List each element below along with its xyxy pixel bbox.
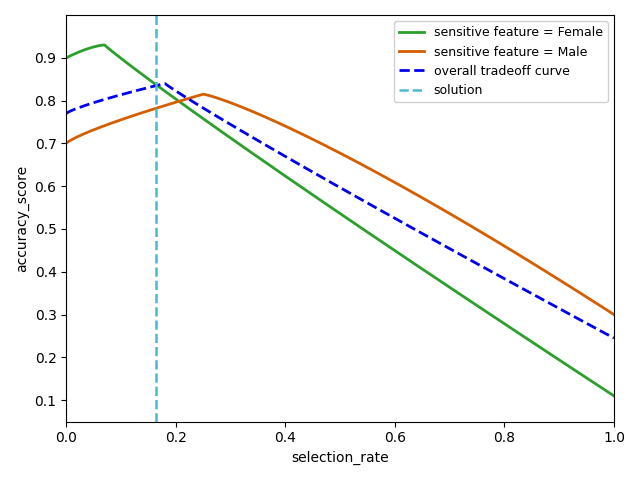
sensitive feature = Male: [500, 243, 508, 249]
sensitive feature = Female: [304, 189, 312, 194]
sensitive feature = Male: [610, 312, 618, 317]
overall tradeoff curve: [118, 92, 126, 97]
Line: overall tradeoff curve: overall tradeoff curve: [67, 84, 614, 338]
X-axis label: selection_rate: selection_rate: [291, 451, 389, 465]
Line: sensitive feature = Male: sensitive feature = Male: [67, 94, 614, 314]
sensitive feature = Female: [490, 314, 498, 320]
Legend: sensitive feature = Female, sensitive feature = Male, overall tradeoff curve, so: sensitive feature = Female, sensitive fe…: [394, 21, 608, 102]
sensitive feature = Female: [100, 42, 108, 48]
overall tradeoff curve: [161, 81, 169, 86]
Y-axis label: accuracy_score: accuracy_score: [15, 165, 29, 272]
overall tradeoff curve: [610, 335, 618, 341]
sensitive feature = Female: [610, 393, 618, 399]
overall tradeoff curve: [63, 110, 70, 116]
sensitive feature = Male: [118, 117, 126, 122]
overall tradeoff curve: [490, 270, 498, 276]
sensitive feature = Male: [439, 207, 447, 213]
sensitive feature = Female: [500, 321, 508, 326]
overall tradeoff curve: [439, 242, 447, 248]
sensitive feature = Female: [439, 280, 447, 286]
sensitive feature = Female: [119, 57, 127, 62]
sensitive feature = Male: [304, 134, 312, 140]
Line: sensitive feature = Female: sensitive feature = Female: [67, 45, 614, 396]
overall tradeoff curve: [285, 155, 292, 161]
sensitive feature = Male: [490, 237, 498, 242]
sensitive feature = Male: [200, 91, 207, 97]
sensitive feature = Male: [285, 125, 292, 131]
overall tradeoff curve: [500, 276, 508, 281]
sensitive feature = Female: [63, 55, 70, 60]
sensitive feature = Male: [63, 141, 70, 146]
sensitive feature = Female: [285, 175, 292, 181]
overall tradeoff curve: [304, 167, 312, 172]
